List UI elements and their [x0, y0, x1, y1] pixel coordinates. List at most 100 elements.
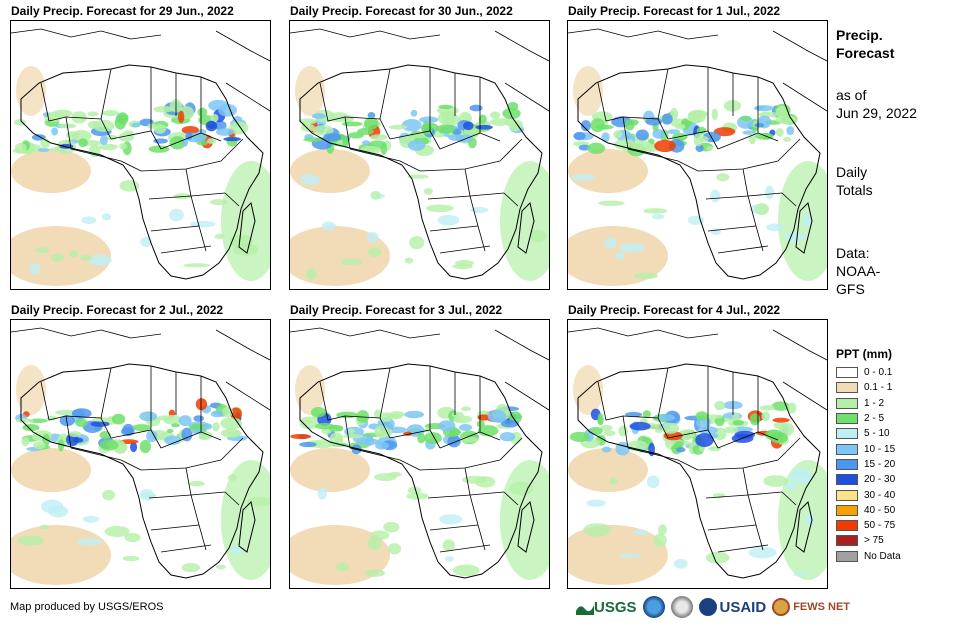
- ocean-rain-area: [500, 161, 549, 281]
- country-border: [439, 132, 481, 150]
- rain-cell: [693, 132, 704, 147]
- rain-cell: [437, 111, 456, 125]
- madagascar-outline: [238, 501, 256, 553]
- rain-cell: [148, 145, 170, 153]
- rain-cell: [469, 104, 483, 112]
- rain-cell: [442, 539, 456, 552]
- rain-cell: [39, 524, 50, 530]
- rain-cell: [661, 113, 673, 125]
- rain-cell: [59, 415, 75, 427]
- rain-cell: [365, 435, 374, 446]
- rain-cell: [713, 127, 736, 137]
- rain-cell: [210, 113, 219, 123]
- fews-logo: FEWS NET: [772, 598, 850, 616]
- rain-cell: [31, 432, 42, 441]
- rain-cell: [754, 123, 765, 128]
- europe-coast: [290, 28, 441, 40]
- rain-cell: [218, 103, 238, 117]
- drizzle-area: [16, 365, 46, 415]
- country-border: [224, 491, 240, 506]
- europe-coast: [568, 28, 719, 40]
- rain-cell: [695, 411, 709, 421]
- madagascar-outline: [795, 202, 813, 254]
- rain-cell: [139, 411, 158, 422]
- rain-cell: [407, 174, 429, 179]
- rain-cell: [105, 134, 118, 141]
- country-border: [499, 138, 523, 162]
- country-border: [717, 245, 769, 254]
- rain-cell: [749, 413, 761, 426]
- rain-cell: [764, 185, 775, 200]
- arabia-outline: [494, 30, 549, 112]
- rain-cell: [102, 110, 120, 117]
- rain-cell: [470, 206, 489, 214]
- country-border: [717, 431, 759, 449]
- rain-cell: [573, 131, 586, 141]
- rain-cell: [303, 137, 323, 142]
- country-border: [160, 245, 212, 254]
- rain-cell: [13, 119, 26, 126]
- rain-cell: [444, 556, 454, 563]
- country-border: [429, 225, 479, 232]
- rain-cell: [804, 512, 815, 527]
- legend-swatch: [836, 520, 858, 532]
- rain-cell: [147, 123, 157, 129]
- rain-cell: [185, 132, 193, 140]
- country-border: [697, 459, 779, 471]
- panel-title-5: Daily Precip. Forecast for 3 Jul., 2022: [290, 303, 503, 317]
- panel-title-1: Daily Precip. Forecast for 29 Jun., 2022: [11, 4, 234, 18]
- ocean-rain-area: [778, 161, 827, 281]
- rain-cell: [131, 122, 141, 128]
- rain-cell: [675, 447, 686, 453]
- rain-cell: [210, 410, 224, 418]
- rain-cell: [363, 117, 379, 130]
- country-border: [224, 192, 240, 207]
- data-source-line1: Data:: [836, 245, 870, 261]
- rain-cell: [139, 439, 152, 454]
- rain-cell: [153, 105, 175, 113]
- rain-cell: [708, 446, 721, 452]
- rain-cell: [312, 125, 334, 136]
- legend-item: 50 - 75: [836, 518, 901, 533]
- legend-label: 0.1 - 1: [864, 382, 893, 394]
- rain-cell: [118, 132, 135, 142]
- rain-cell: [99, 439, 119, 451]
- country-border: [781, 192, 797, 207]
- rain-cell: [490, 111, 501, 119]
- rain-cell: [507, 101, 519, 111]
- country-border: [148, 491, 226, 499]
- country-border: [777, 138, 801, 162]
- rain-cell: [387, 543, 402, 555]
- rain-cell: [321, 221, 336, 231]
- legend-label: 10 - 15: [864, 443, 896, 455]
- panel-title-2: Daily Precip. Forecast for 30 Jun., 2022: [290, 4, 513, 18]
- rain-cell: [423, 187, 433, 195]
- rain-cell: [146, 430, 158, 443]
- rain-cell: [347, 428, 355, 434]
- rain-cell: [633, 272, 658, 280]
- rain-cell: [88, 144, 101, 158]
- rain-cell: [453, 415, 473, 424]
- rain-cell: [458, 423, 473, 432]
- rain-cell: [461, 406, 472, 412]
- rain-cell: [206, 138, 217, 144]
- drizzle-area: [295, 66, 325, 116]
- europe-coast: [11, 28, 162, 40]
- totals-note: Daily Totals: [836, 163, 873, 199]
- data-source: Data: NOAA- GFS: [836, 244, 880, 298]
- legend-swatch: [836, 443, 858, 455]
- country-border: [160, 132, 202, 150]
- country-border: [597, 381, 629, 449]
- country-border: [627, 148, 699, 172]
- rain-cell: [299, 174, 321, 186]
- rain-cell: [335, 562, 350, 572]
- country-border: [319, 381, 351, 449]
- rain-cell: [403, 135, 416, 141]
- rain-cell: [370, 190, 381, 200]
- rain-cell: [343, 433, 364, 439]
- rain-cell: [92, 417, 113, 422]
- usgs-logo: USGS: [576, 599, 637, 616]
- country-border: [499, 437, 523, 461]
- rain-cell: [710, 228, 721, 236]
- rain-cell: [408, 235, 425, 250]
